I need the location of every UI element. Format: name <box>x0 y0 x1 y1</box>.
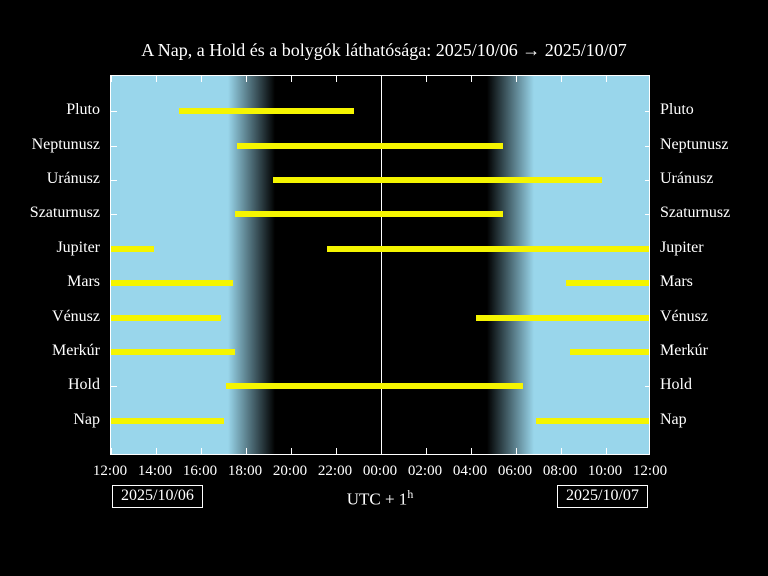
body-label-left: Nap <box>0 411 100 429</box>
body-label-left: Merkúr <box>0 342 100 360</box>
x-tick <box>246 448 247 454</box>
daylight-band <box>534 76 650 454</box>
x-tick-label: 16:00 <box>183 463 217 480</box>
visibility-bar <box>226 383 523 389</box>
timezone-text: UTC + 1 <box>347 490 408 509</box>
x-tick <box>201 448 202 454</box>
visibility-bar <box>536 418 650 424</box>
x-tick-label: 14:00 <box>138 463 172 480</box>
x-tick <box>291 448 292 454</box>
x-tick <box>426 76 427 82</box>
y-tick <box>645 146 650 147</box>
visibility-bar <box>570 349 650 355</box>
plot-area <box>110 75 650 455</box>
x-tick <box>561 76 562 82</box>
x-tick <box>606 76 607 82</box>
body-label-right: Jupiter <box>660 239 704 257</box>
body-label-right: Pluto <box>660 101 694 119</box>
x-tick-label: 08:00 <box>543 463 577 480</box>
visibility-bar <box>235 211 503 217</box>
body-label-right: Nap <box>660 411 687 429</box>
x-tick <box>156 448 157 454</box>
x-tick <box>606 448 607 454</box>
timezone-sup: h <box>407 487 413 501</box>
midnight-line <box>381 76 382 454</box>
visibility-bar <box>476 315 651 321</box>
body-label-left: Szaturnusz <box>0 204 100 222</box>
x-tick <box>561 448 562 454</box>
date-left-box: 2025/10/06 <box>112 485 203 508</box>
x-tick <box>516 448 517 454</box>
x-tick <box>246 76 247 82</box>
body-label-right: Uránusz <box>660 170 713 188</box>
body-label-right: Hold <box>660 376 692 394</box>
x-tick <box>156 76 157 82</box>
visibility-bar <box>327 246 650 252</box>
x-tick <box>201 76 202 82</box>
body-label-left: Vénusz <box>0 308 100 326</box>
body-label-right: Merkúr <box>660 342 708 360</box>
x-tick <box>471 76 472 82</box>
x-tick-label: 20:00 <box>273 463 307 480</box>
twilight-band <box>487 76 534 454</box>
x-tick-label: 12:00 <box>633 463 667 480</box>
body-label-right: Vénusz <box>660 308 708 326</box>
body-label-left: Pluto <box>0 101 100 119</box>
visibility-bar <box>111 246 154 252</box>
x-tick <box>111 76 112 82</box>
x-tick <box>111 448 112 454</box>
x-tick-label: 22:00 <box>318 463 352 480</box>
y-tick <box>645 386 650 387</box>
x-tick <box>291 76 292 82</box>
visibility-bar <box>237 143 503 149</box>
visibility-bar <box>111 280 233 286</box>
visibility-bar <box>111 315 221 321</box>
y-tick <box>645 214 650 215</box>
body-label-left: Uránusz <box>0 170 100 188</box>
visibility-bar <box>179 108 355 114</box>
body-label-left: Jupiter <box>0 239 100 257</box>
daylight-band <box>111 76 228 454</box>
x-tick-label: 00:00 <box>363 463 397 480</box>
y-tick <box>111 386 117 387</box>
chart-container: A Nap, a Hold és a bolygók láthatósága: … <box>0 0 768 576</box>
y-tick <box>645 180 650 181</box>
x-tick-label: 18:00 <box>228 463 262 480</box>
x-tick <box>516 76 517 82</box>
y-tick <box>111 146 117 147</box>
y-tick <box>111 214 117 215</box>
twilight-band <box>228 76 275 454</box>
visibility-bar <box>566 280 651 286</box>
visibility-bar <box>111 418 224 424</box>
x-tick <box>426 448 427 454</box>
date-right-box: 2025/10/07 <box>557 485 648 508</box>
x-tick <box>381 448 382 454</box>
body-label-right: Neptunusz <box>660 136 728 154</box>
visibility-bar <box>273 177 602 183</box>
x-tick-label: 12:00 <box>93 463 127 480</box>
body-label-right: Mars <box>660 273 693 291</box>
x-tick <box>471 448 472 454</box>
chart-title: A Nap, a Hold és a bolygók láthatósága: … <box>0 40 768 61</box>
x-tick-label: 02:00 <box>408 463 442 480</box>
body-label-left: Hold <box>0 376 100 394</box>
x-tick-label: 04:00 <box>453 463 487 480</box>
x-tick-label: 06:00 <box>498 463 532 480</box>
x-tick <box>381 76 382 82</box>
body-label-left: Neptunusz <box>0 136 100 154</box>
y-tick <box>111 180 117 181</box>
visibility-bar <box>111 349 235 355</box>
body-label-right: Szaturnusz <box>660 204 730 222</box>
x-tick <box>336 448 337 454</box>
y-tick <box>645 111 650 112</box>
x-tick-label: 10:00 <box>588 463 622 480</box>
x-tick <box>336 76 337 82</box>
y-tick <box>111 111 117 112</box>
body-label-left: Mars <box>0 273 100 291</box>
